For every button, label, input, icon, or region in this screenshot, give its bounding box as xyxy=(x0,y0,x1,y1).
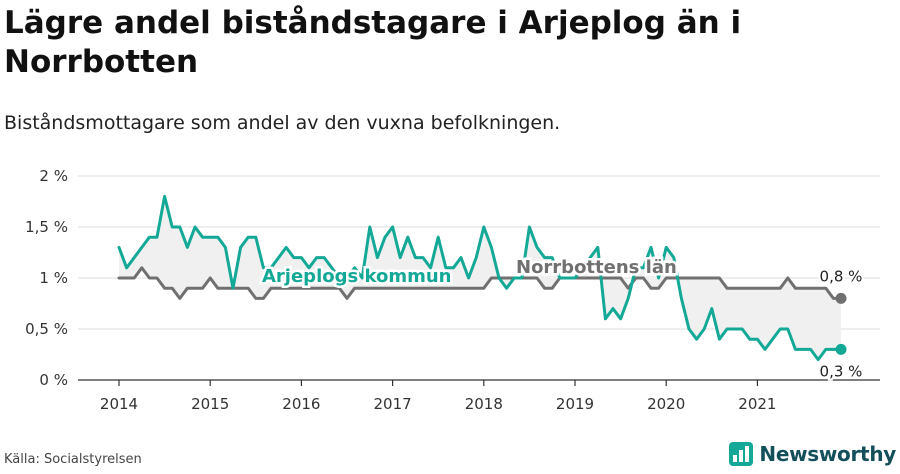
x-tick-label: 2020 xyxy=(647,395,685,413)
series-line-arjeplog xyxy=(117,194,843,362)
chart-title: Lägre andel biståndstagare i Arjeplog än… xyxy=(4,5,742,80)
x-axis: 2014 2015 2016 2017 2018 2019 2020 2021 xyxy=(78,379,880,413)
end-label-norrbotten: 0,8 % xyxy=(820,267,863,285)
difference-area xyxy=(119,196,841,360)
y-tick-label: 2 % xyxy=(39,167,68,185)
series-name-arjeplog: Arjeplogs kommun xyxy=(262,266,451,287)
x-tick-label: 2016 xyxy=(282,395,320,413)
brand-name: Newsworthy xyxy=(759,442,896,466)
difference-band xyxy=(119,196,841,360)
y-tick-label: 1,5 % xyxy=(25,218,68,236)
x-tick-label: 2019 xyxy=(556,395,594,413)
newsworthy-logo-icon xyxy=(729,442,754,466)
series-labels: 0,3 % 0,8 % Arjeplogs kommun Norrbottens lä… xyxy=(260,255,865,383)
series-lines xyxy=(117,194,843,362)
y-axis-tick-labels: 0 % 0,5 % 1 % 1,5 % 2 % xyxy=(25,167,68,389)
series-line-norrbotten xyxy=(117,266,843,300)
source-note: Källa: Socialstyrelsen xyxy=(4,452,142,467)
brand-logo[interactable]: Newsworthy xyxy=(729,442,896,466)
line-chart: 0 % 0,5 % 1 % 1,5 % 2 % 2014 2015 2016 2017 2018… xyxy=(25,167,880,413)
x-tick-label: 2021 xyxy=(738,395,776,413)
end-point-arjeplog xyxy=(835,343,847,355)
end-point-norrbotten xyxy=(835,292,847,304)
x-tick-label: 2015 xyxy=(191,395,229,413)
y-tick-label: 0,5 % xyxy=(25,320,68,338)
x-tick-label: 2014 xyxy=(100,395,138,413)
x-tick-label: 2018 xyxy=(465,395,503,413)
y-tick-label: 0 % xyxy=(39,371,68,389)
series-name-norrbotten: Norrbottens län xyxy=(516,257,677,278)
y-tick-label: 1 % xyxy=(39,269,68,287)
chart-subtitle: Biståndsmottagare som andel av den vuxna… xyxy=(4,112,561,134)
end-label-arjeplog: 0,3 % xyxy=(820,362,863,380)
x-tick-label: 2017 xyxy=(374,395,412,413)
